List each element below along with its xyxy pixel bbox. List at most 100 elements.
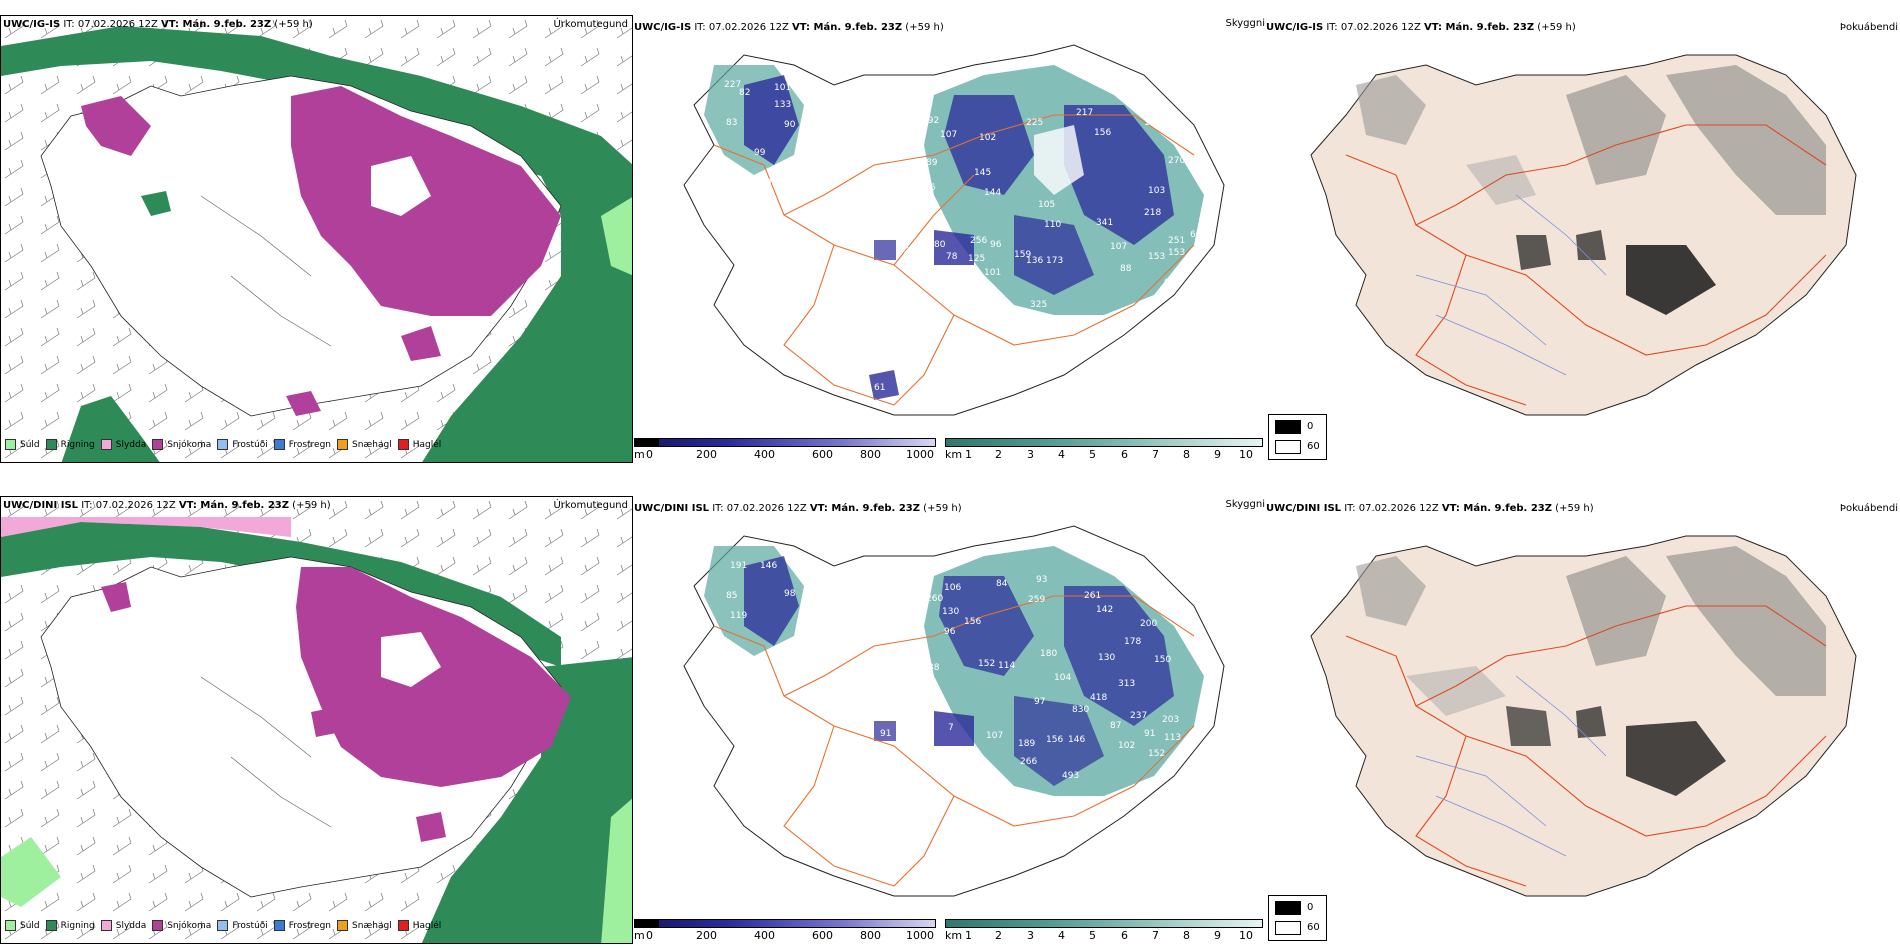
snow-depth-label: 94 [744, 190, 756, 200]
snow-depth-label: 103 [1148, 186, 1165, 196]
colorbar-tick: 200 [696, 929, 717, 942]
snow-depth-label: 78 [946, 252, 958, 262]
snow-depth-label: 98 [784, 589, 796, 599]
colorbar-tick: 9 [1214, 448, 1221, 461]
legend-label: Snæhagl [352, 920, 392, 931]
init-time: IT: 07.02.2026 12Z [691, 22, 793, 33]
legend-label: Frostregn [288, 439, 332, 450]
snow-depth-label: 84 [996, 579, 1008, 589]
snow-depth-label: 152 [1148, 749, 1165, 759]
colorbar-tick: 400 [754, 448, 775, 461]
colorbar-tick: 1 [965, 448, 972, 461]
snow-depth-label: 256 [970, 236, 987, 246]
colorbar-tick: 8 [1183, 929, 1190, 942]
fog-swatch-black [1275, 420, 1301, 434]
panel-title: UWC/IG-IS IT: 07.02.2026 12Z VT: Mán. 9.… [1266, 22, 1576, 33]
snow-depth-label: 102 [1118, 741, 1135, 751]
legend-swatch [337, 920, 349, 931]
colorbar-unit: m [634, 929, 645, 942]
snow-depth-label: 93 [1036, 575, 1047, 585]
legend-item-hail: Haglél [397, 439, 441, 450]
visibility-map-2: 191 146 85 119 98 260 106 130 156 96 88 … [683, 525, 1225, 897]
variable-title: Þokuábendi [1839, 503, 1898, 514]
visibility-map-1: 82 83 99 94 79 133 90 227 101 76 89 107 … [683, 44, 1225, 416]
legend-swatch [100, 439, 112, 450]
valid-time: VT: Mán. 9.feb. 23Z [1441, 503, 1552, 514]
snow-depth-label: 61 [874, 383, 885, 393]
snow-depth-label: 142 [1096, 605, 1113, 615]
colorbar-tick: 3 [1027, 929, 1034, 942]
road-network-3 [1345, 124, 1827, 406]
valid-time: VT: Mán. 9.feb. 23Z [792, 22, 903, 33]
snow-depth-label: 90 [1066, 326, 1078, 336]
init-time: IT: 07.02.2026 12Z [1323, 22, 1425, 33]
legend-item-snow: Snjókoma [152, 439, 211, 450]
legend-label: Slydda [115, 920, 147, 931]
lead-time: (+59 h) [1552, 503, 1594, 514]
visibility-colorbar-2: km 1 2 3 4 5 6 7 8 9 10 [945, 919, 1263, 943]
snow-depth-label: 191 [730, 561, 747, 571]
precip-type-panel-2: UWC/DINI ISL IT: 07.02.2026 12Z VT: Mán.… [0, 496, 633, 944]
snow-depth-label: 92 [898, 246, 909, 256]
colorbar-unit: m [634, 448, 645, 461]
legend-swatch [273, 439, 285, 450]
panel-title: UWC/IG-IS IT: 07.02.2026 12Z VT: Mán. 9.… [634, 22, 944, 33]
variable-title: Úrkomutegund [553, 19, 628, 30]
legend-item-snow: Snjókoma [152, 920, 211, 931]
colorbar-tick: 2 [995, 448, 1002, 461]
snow-depth-label: 88 [1120, 264, 1132, 274]
lead-time: (+59 h) [1534, 22, 1576, 33]
legend-swatch [217, 920, 229, 931]
legend-swatch [397, 920, 409, 931]
valid-time: VT: Mán. 9.feb. 23Z [178, 500, 289, 511]
rain-area-east [422, 206, 632, 462]
fog-swatch-white [1275, 440, 1301, 454]
colorbar-tick: 7 [1152, 448, 1159, 461]
legend-swatch [5, 439, 16, 450]
snow-depth-colorbar-2: m 0 200 400 600 800 1000 [634, 919, 936, 943]
snow-depth-label: 180 [1040, 649, 1057, 659]
snow-depth-label: 192 [1190, 158, 1207, 168]
colorbar-tick: 10 [1239, 448, 1253, 461]
precip-legend-1: Súld Rigning Slydda Snjókoma Frostúði Fr… [5, 439, 441, 450]
snow-depth-label: 146 [760, 561, 777, 571]
snow-depth-label: 313 [1118, 679, 1135, 689]
colorbar-tick: 1000 [906, 929, 934, 942]
legend-swatch [217, 439, 229, 450]
legend-swatch [100, 920, 112, 931]
snow-depth-label: 105 [1038, 200, 1055, 210]
precip-map-1 [1, 16, 632, 462]
snow-depth-label: 159 [1014, 250, 1031, 260]
colorbar-tick: 800 [860, 929, 881, 942]
snow-depth-label: 418 [1090, 693, 1107, 703]
legend-label: Rigning [60, 439, 95, 450]
snow-depth-label: 156 [964, 617, 981, 627]
snow-depth-label: 217 [1076, 108, 1093, 118]
snow-depth-label: 113 [1164, 733, 1181, 743]
snow-depth-label: 218 [1144, 208, 1161, 218]
lead-time: (+59 h) [902, 22, 944, 33]
legend-swatch [397, 439, 409, 450]
legend-item-freezing-rain: Frostregn [273, 439, 332, 450]
legend-item-freezing-rain: Frostregn [273, 920, 331, 931]
lead-time: (+59 h) [271, 19, 313, 30]
snow-depth-label: 203 [1162, 715, 1179, 725]
legend-item-drizzle: Súld [5, 920, 40, 931]
legend-item-rain: Rigning [45, 920, 95, 931]
colorbar-tick: 600 [812, 448, 833, 461]
init-time: IT: 07.02.2026 12Z [1341, 503, 1442, 514]
snow-depth-label: 80 [934, 240, 946, 250]
legend-swatch [152, 920, 164, 931]
snow-depth-label: 260 [926, 594, 943, 604]
rivers [1415, 675, 1607, 857]
colorbar-tick: 5 [1089, 448, 1096, 461]
colorbar-tick: 800 [860, 448, 881, 461]
snow-depth-label: 96 [990, 240, 1002, 250]
snow-depth-label: 493 [1062, 771, 1079, 781]
snow-depth-gradient [634, 438, 936, 447]
legend-item-snow-pellets: Snæhagl [337, 920, 392, 931]
colorbar-tick: 4 [1058, 448, 1065, 461]
colorbar-tick: 4 [1058, 929, 1065, 942]
model-name: UWC/IG-IS [3, 19, 61, 30]
model-name: UWC/IG-IS [634, 22, 692, 33]
